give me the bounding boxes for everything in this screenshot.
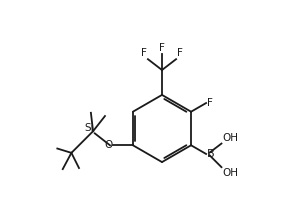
Text: F: F — [141, 48, 147, 58]
Text: F: F — [159, 43, 165, 53]
Text: B: B — [207, 149, 215, 159]
Text: F: F — [177, 48, 183, 58]
Text: OH: OH — [222, 168, 238, 178]
Text: Si: Si — [84, 123, 94, 133]
Text: OH: OH — [222, 133, 238, 143]
Text: F: F — [207, 98, 213, 108]
Text: O: O — [104, 140, 113, 150]
